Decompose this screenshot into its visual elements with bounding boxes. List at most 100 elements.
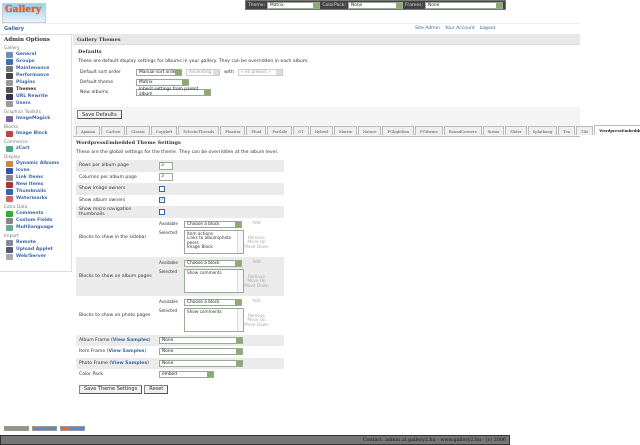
sidebar-item-comments[interactable]: Comments xyxy=(4,210,67,217)
gallery-logo[interactable]: Gallery xyxy=(2,3,46,23)
sidebar-item-new-items[interactable]: New Items xyxy=(4,181,67,188)
tab-carbon[interactable]: Carbon xyxy=(101,126,126,135)
sidebar-item-dynamic-albums[interactable]: Dynamic Albums xyxy=(4,160,67,167)
sidebar-item-watermarks[interactable]: Watermarks xyxy=(4,195,67,202)
album-selected-list[interactable]: Show comments xyxy=(184,268,244,293)
list-item[interactable]: Links to album/photo peers xyxy=(187,235,232,245)
logout-link[interactable]: Logout xyxy=(479,26,496,31)
rows-input[interactable]: 3 xyxy=(159,161,173,170)
list-item[interactable]: Item actions xyxy=(187,230,213,236)
sidebar-item-imagemagick[interactable]: ImageMagick xyxy=(4,115,67,122)
sidebar-item-thumbnails[interactable]: Thumbnails xyxy=(4,188,67,195)
tab-pglightbox[interactable]: PGlightBox xyxy=(382,126,415,135)
photo-selected-list[interactable]: Show comments xyxy=(184,307,244,332)
your-account-link[interactable]: Your Account xyxy=(444,26,475,31)
sort-order-select[interactable]: Manual sort order xyxy=(136,68,182,76)
selected-label: Selected xyxy=(159,268,178,274)
help-badge[interactable] xyxy=(60,426,85,431)
sidebar-item-plugins[interactable]: Plugins xyxy=(4,79,67,86)
new-albums-select[interactable]: Inherit settings from parent album xyxy=(136,87,211,97)
image-owners-checkbox[interactable] xyxy=(159,185,165,192)
list-item[interactable]: Show comments xyxy=(187,269,222,275)
tab-hybrid[interactable]: Hybrid xyxy=(309,126,333,135)
list-item[interactable]: Show comments xyxy=(187,308,222,314)
sidebar-item-web-server[interactable]: Web/Server xyxy=(4,253,67,260)
tab-floatrix[interactable]: Floatrix xyxy=(220,126,246,135)
micro-nav-checkbox[interactable] xyxy=(159,208,165,215)
tab-roundcorners[interactable]: RoundCorners xyxy=(443,126,482,135)
tab-ajaxian[interactable]: Ajaxian xyxy=(76,126,101,135)
photo-add-button[interactable]: Add xyxy=(252,297,261,303)
tab-g1[interactable]: G1 xyxy=(293,126,309,135)
sidebar-item-icons[interactable]: Icons xyxy=(4,167,67,174)
sidebar-item-zcart[interactable]: zCart xyxy=(4,145,67,152)
tab-fluid[interactable]: Fluid xyxy=(246,126,267,135)
tab-pgtheme[interactable]: PGtheme xyxy=(415,126,443,135)
tab-matrix[interactable]: Matrix xyxy=(333,126,357,135)
album-available-select[interactable]: Choose a block xyxy=(184,259,242,267)
photo-frame-select[interactable]: None xyxy=(159,359,243,367)
tab-copyleft[interactable]: Copyleft xyxy=(151,126,178,135)
sidebar-selected-list[interactable]: Item actions Links to album/photo peers Im… xyxy=(184,229,244,254)
sidebar-remove-button[interactable]: Remove xyxy=(248,234,265,240)
photo-move-up-button[interactable]: Move Up xyxy=(247,317,266,323)
w3c-badge[interactable] xyxy=(4,426,29,431)
sidebar-move-up-button[interactable]: Move Up xyxy=(247,239,266,245)
album-add-button[interactable]: Add xyxy=(252,258,261,264)
tab-eclecticthreads[interactable]: EclecticThreads xyxy=(178,126,220,135)
tab-siriux[interactable]: Siriux xyxy=(482,126,505,135)
tab-splatbang[interactable]: Splatbang xyxy=(527,126,558,135)
sidebar-item-performance[interactable]: Performance xyxy=(4,72,67,79)
sidebar-item-image-block[interactable]: Image Block xyxy=(4,130,67,137)
sidebar-item-upload-applet[interactable]: Upload Applet xyxy=(4,246,67,253)
sidebar-item-themes[interactable]: Themes xyxy=(4,86,67,93)
sidebar-item-remote[interactable]: Remote xyxy=(4,239,67,246)
sidebar-item-groups[interactable]: Groups xyxy=(4,58,67,65)
photo-frame-samples-link[interactable]: View Samples xyxy=(111,360,148,366)
save-defaults-button[interactable]: Save Defaults xyxy=(77,110,122,119)
save-theme-settings-button[interactable]: Save Theme Settings xyxy=(79,384,143,394)
item-frame-select[interactable]: None xyxy=(159,348,243,356)
tab-tea[interactable]: Tea xyxy=(558,126,576,135)
tab-wordpressembedded[interactable]: WordpressEmbedded xyxy=(594,125,640,135)
album-blocks-label: Blocks to show on album pages xyxy=(76,256,156,296)
item-frame-samples-link[interactable]: View Samples xyxy=(108,349,145,355)
sidebar-item-url-rewrite[interactable]: URL Rewrite xyxy=(4,93,67,100)
cols-input[interactable]: 3 xyxy=(159,173,173,182)
frames-select[interactable]: None xyxy=(425,1,503,9)
site-admin-link[interactable]: Site Admin xyxy=(415,26,440,31)
default-theme-select[interactable]: Matrix xyxy=(136,78,189,86)
tab-slider[interactable]: Slider xyxy=(505,126,527,135)
album-move-up-button[interactable]: Move Up xyxy=(247,278,266,284)
sidebar-blocks-label: Blocks to show in the sidebar xyxy=(79,234,147,240)
sidebar-item-users[interactable]: Users xyxy=(4,100,67,107)
photo-available-select[interactable]: Choose a block xyxy=(184,298,242,306)
album-move-down-button[interactable]: Move Down xyxy=(244,282,269,288)
photo-move-down-button[interactable]: Move Down xyxy=(244,321,269,327)
list-item[interactable]: Image Block xyxy=(187,244,213,250)
tab-classic[interactable]: Classic xyxy=(126,126,151,135)
tab-forsale[interactable]: ForSale xyxy=(267,126,293,135)
album-frame-samples-link[interactable]: View Samples xyxy=(112,337,149,343)
theme-select[interactable]: Matrix xyxy=(267,1,321,9)
reset-button[interactable]: Reset xyxy=(144,384,169,394)
sidebar-item-custom-fields[interactable]: Custom Fields xyxy=(4,217,67,224)
tab-nature[interactable]: Nature xyxy=(357,126,382,135)
sidebar-item-general[interactable]: General xyxy=(4,51,67,58)
sidebar-available-select[interactable]: Choose a block xyxy=(184,220,242,228)
album-owners-checkbox[interactable]: ✓ xyxy=(159,197,165,204)
sidebar-item-link-items[interactable]: Link Items xyxy=(4,174,67,181)
sidebar-item-maintenance[interactable]: Maintenance xyxy=(4,65,67,72)
sidebar-item-multilanguage[interactable]: Multilanguage xyxy=(4,224,67,231)
breadcrumb[interactable]: Gallery xyxy=(4,26,25,32)
color-pack-select[interactable]: embed xyxy=(159,371,214,379)
sidebar-move-down-button[interactable]: Move Down xyxy=(244,243,269,249)
album-frame-select[interactable]: None xyxy=(159,336,243,344)
photo-remove-button[interactable]: Remove xyxy=(248,312,265,318)
admin-sidebar: Admin Options Gallery General Groups Mainte… xyxy=(0,34,72,272)
album-remove-button[interactable]: Remove xyxy=(248,273,265,279)
gallery-badge[interactable] xyxy=(32,426,57,431)
colorpack-select[interactable]: None xyxy=(347,1,404,9)
sidebar-add-button[interactable]: Add xyxy=(252,219,261,225)
tab-tile[interactable]: Tile xyxy=(576,126,594,135)
